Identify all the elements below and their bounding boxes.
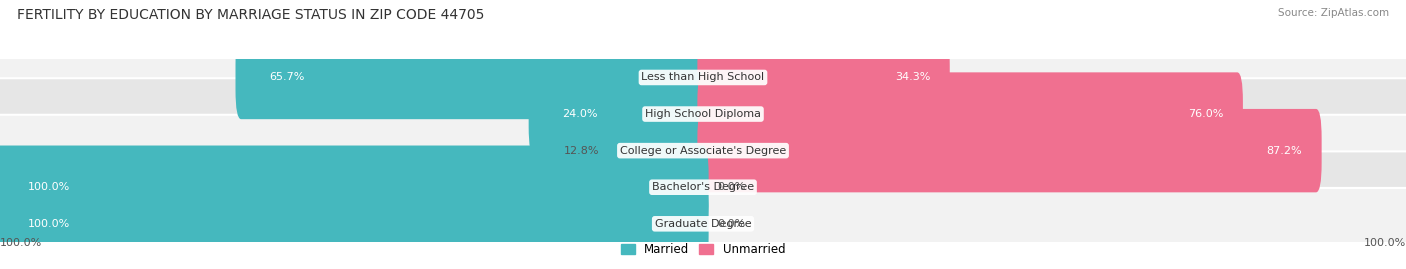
FancyBboxPatch shape <box>0 42 1406 113</box>
Text: 87.2%: 87.2% <box>1267 146 1302 156</box>
Text: 76.0%: 76.0% <box>1188 109 1223 119</box>
FancyBboxPatch shape <box>0 188 1406 260</box>
FancyBboxPatch shape <box>0 151 1406 223</box>
Text: Source: ZipAtlas.com: Source: ZipAtlas.com <box>1278 8 1389 18</box>
FancyBboxPatch shape <box>697 109 1322 192</box>
FancyBboxPatch shape <box>0 182 709 266</box>
Text: FERTILITY BY EDUCATION BY MARRIAGE STATUS IN ZIP CODE 44705: FERTILITY BY EDUCATION BY MARRIAGE STATU… <box>17 8 484 22</box>
Text: 34.3%: 34.3% <box>894 72 931 83</box>
Text: Bachelor's Degree: Bachelor's Degree <box>652 182 754 192</box>
Text: 0.0%: 0.0% <box>717 182 745 192</box>
Text: 100.0%: 100.0% <box>0 238 42 248</box>
Text: 12.8%: 12.8% <box>564 146 599 156</box>
FancyBboxPatch shape <box>0 78 1406 150</box>
Text: 100.0%: 100.0% <box>1364 238 1406 248</box>
Text: High School Diploma: High School Diploma <box>645 109 761 119</box>
FancyBboxPatch shape <box>0 115 1406 186</box>
Text: 100.0%: 100.0% <box>28 219 70 229</box>
FancyBboxPatch shape <box>529 72 709 156</box>
Text: 100.0%: 100.0% <box>28 182 70 192</box>
FancyBboxPatch shape <box>0 146 709 229</box>
FancyBboxPatch shape <box>236 36 709 119</box>
Text: 24.0%: 24.0% <box>562 109 598 119</box>
Legend: Married, Unmarried: Married, Unmarried <box>616 238 790 261</box>
FancyBboxPatch shape <box>607 109 709 192</box>
Text: Less than High School: Less than High School <box>641 72 765 83</box>
Text: 65.7%: 65.7% <box>269 72 305 83</box>
FancyBboxPatch shape <box>697 72 1243 156</box>
Text: College or Associate's Degree: College or Associate's Degree <box>620 146 786 156</box>
Text: Graduate Degree: Graduate Degree <box>655 219 751 229</box>
Text: 0.0%: 0.0% <box>717 219 745 229</box>
FancyBboxPatch shape <box>697 36 950 119</box>
